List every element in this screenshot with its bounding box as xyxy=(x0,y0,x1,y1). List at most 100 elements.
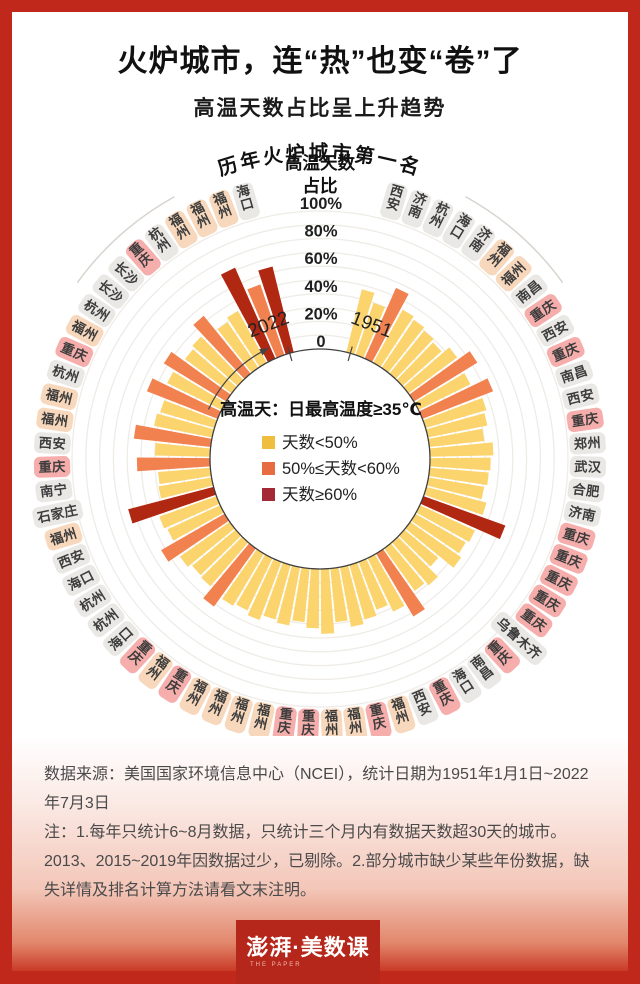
bar-1982 xyxy=(330,567,348,623)
city-badge-bg xyxy=(515,603,553,638)
bar-2020 xyxy=(220,267,276,363)
grid-ring xyxy=(71,210,569,708)
city-badge-2014: 福州 xyxy=(165,210,198,249)
legend-swatch-lt50 xyxy=(262,436,275,449)
city-badge-1967: 合肥 xyxy=(567,478,605,503)
city-badge-1988: 福州 xyxy=(201,686,232,726)
city-badge-bg xyxy=(540,564,578,596)
bar-1956 xyxy=(389,330,434,380)
city-badge-bg xyxy=(32,499,84,528)
city-badge-1956: 福州 xyxy=(479,238,514,276)
bar-1972 xyxy=(411,513,466,554)
bar-1960 xyxy=(414,373,471,411)
axis-tick-mark xyxy=(287,346,293,362)
bar-1970 xyxy=(420,496,506,540)
city-badge-bg xyxy=(55,337,94,367)
bar-2010 xyxy=(192,336,244,387)
city-badge-1955: 济南 xyxy=(461,223,495,262)
city-badge-1969: 重庆 xyxy=(557,522,596,551)
legend-title: 高温天：日最高温度≥35℃ xyxy=(220,399,422,419)
bar-1990 xyxy=(222,549,264,606)
bar-2003 xyxy=(133,424,212,448)
city-badge-label: 西安 xyxy=(410,687,433,718)
city-badge-label: 南昌 xyxy=(559,362,590,386)
city-badge-2003: 福州 xyxy=(36,407,74,433)
bar-1978 xyxy=(367,554,405,612)
city-badge-1982: 福州 xyxy=(343,705,368,744)
bar-2011 xyxy=(193,315,251,380)
city-badge-2002: 西安 xyxy=(34,432,71,455)
city-badge-2004: 福州 xyxy=(40,383,79,410)
city-badge-bg xyxy=(138,652,173,689)
city-badge-2022: 海口 xyxy=(232,181,260,221)
city-badge-1984: 重庆 xyxy=(297,707,320,746)
city-badge-label: 杭州 xyxy=(50,362,81,386)
bar-1951 xyxy=(346,289,375,355)
bar-2008 xyxy=(163,351,231,402)
city-badge-label: 重庆 xyxy=(570,409,600,429)
city-badge-1987: 福州 xyxy=(224,694,253,734)
city-badge-bg xyxy=(186,199,218,238)
methodology-note: 注：1.每年只统计6~8月数据，只统计三个月内有数据天数超30天的城市。2013… xyxy=(44,824,590,900)
city-badge-bg xyxy=(422,199,454,238)
city-badge-bg xyxy=(35,478,73,503)
publisher-logo-subtext: THE PAPER xyxy=(250,961,302,968)
bar-1988 xyxy=(247,558,282,621)
data-source-note: 数据来源：美国国家环境信息中心（NCEI），统计日期为1951年1月1日~202… xyxy=(44,766,589,813)
city-badge-1992: 重庆 xyxy=(120,637,155,674)
city-badge-label: 福州 xyxy=(43,385,74,407)
city-badge-bg xyxy=(179,677,211,715)
city-badge-bg xyxy=(33,456,71,478)
city-badge-1975: 重庆 xyxy=(485,637,520,674)
city-badge-bg xyxy=(448,665,482,703)
city-badge-label: 福州 xyxy=(39,409,69,429)
city-badge-bg xyxy=(297,708,320,746)
city-badge-label: 福州 xyxy=(252,700,272,732)
city-badge-1952: 济南 xyxy=(401,189,431,228)
city-badge-1989: 福州 xyxy=(179,676,211,715)
city-badge-bg xyxy=(557,522,596,551)
city-badge-bg xyxy=(524,294,562,328)
city-badge-label: 重庆 xyxy=(561,525,592,548)
city-badge-bg xyxy=(65,315,104,347)
city-badge-bg xyxy=(387,695,416,734)
bar-1980 xyxy=(349,562,377,620)
bar-1996 xyxy=(167,505,224,541)
page-title: 火炉城市，连“热”也变“卷”了 xyxy=(117,45,523,78)
axis-tick-label: 100% xyxy=(300,195,343,213)
city-badge-bg xyxy=(569,432,606,455)
legend-label-50to60: 50%≤天数<60% xyxy=(282,459,400,478)
city-badge-bg xyxy=(272,706,297,744)
city-badge-bg xyxy=(461,224,495,262)
city-badge-label: 西安 xyxy=(38,434,66,452)
bar-2021 xyxy=(247,284,285,358)
city-badge-label: 重庆 xyxy=(38,458,66,475)
city-badge-bg xyxy=(145,224,179,262)
city-badge-bg xyxy=(232,182,260,221)
direction-arrow-icon xyxy=(259,347,269,356)
bar-1954 xyxy=(373,309,414,368)
city-badge-bg xyxy=(561,383,600,410)
legend-label-lt50: 天数<50% xyxy=(282,433,358,452)
bar-2014 xyxy=(227,310,267,368)
grid-ring xyxy=(126,265,514,653)
city-badge-label: 西安 xyxy=(565,385,595,407)
city-badge-1962: 南昌 xyxy=(555,359,594,389)
bar-1957 xyxy=(396,342,442,387)
bar-1955 xyxy=(381,319,425,373)
city-badge-1966: 武汉 xyxy=(569,456,607,478)
bar-1964 xyxy=(428,428,485,448)
bar-1989 xyxy=(236,554,273,611)
city-badge-label: 海口 xyxy=(235,181,256,213)
city-badge-bg xyxy=(536,315,575,347)
city-badge-1968: 济南 xyxy=(563,500,602,527)
city-badge-bg xyxy=(567,478,605,503)
city-badge-bg xyxy=(490,611,548,666)
city-badge-label: 重庆 xyxy=(301,707,316,737)
bar-1965 xyxy=(429,442,494,457)
city-badge-bg xyxy=(209,189,239,228)
city-badge-bg xyxy=(495,256,532,292)
inner-circle xyxy=(209,348,431,570)
bar-1981 xyxy=(339,565,364,627)
